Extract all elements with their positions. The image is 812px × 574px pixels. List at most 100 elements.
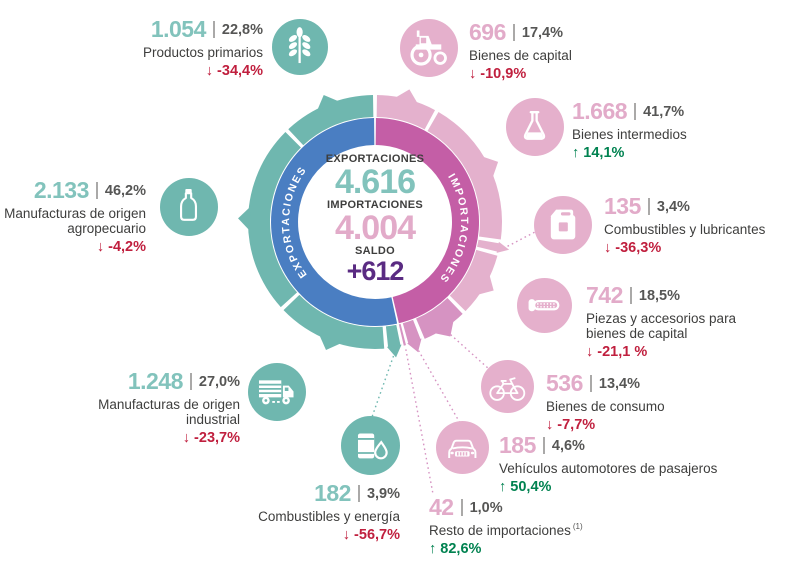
value-line: 135 3,4% [604,193,809,220]
delta-value: 82,6% [440,540,482,557]
category-delta: ↓ -10,9% [469,66,649,82]
category-share: 13,4% [598,375,640,392]
value-separator [189,373,192,391]
value-line: 182 3,9% [240,480,400,507]
value-line: 42 1,0% [429,494,659,521]
delta-value: -21,1 % [597,343,648,360]
category-share: 3,4% [656,198,690,215]
category-label-text: Resto de importaciones [429,522,571,538]
value-separator [542,437,545,455]
value-separator [95,182,98,200]
trend-up-icon: ↑ [499,478,507,495]
category-resto-importaciones: 42 1,0% Resto de importaciones (1) ↑ 82,6… [429,494,659,557]
trend-down-icon: ↓ [604,239,612,256]
delta-value: -4,2% [108,238,146,255]
category-value: 696 [469,19,506,45]
car-icon [436,421,489,474]
category-delta: ↓ -4,2% [0,239,146,255]
category-share: 27,0% [198,373,240,390]
category-delta: ↑ 50,4% [499,479,759,495]
category-share: 1,0% [469,499,503,516]
category-label: Manufacturas de origen agropecuario [4,205,146,236]
trend-down-icon: ↓ [342,526,351,543]
category-share: 41,7% [643,103,685,120]
value-separator [647,198,650,216]
screw-icon [517,278,572,333]
category-share: 3,9% [366,485,400,502]
category-bienes-de-capital: 696 17,4% Bienes de capital ↓ -10,9% [469,19,649,82]
category-share: 17,4% [521,24,563,41]
delta-value: 14,1% [583,144,625,161]
category-value: 1.668 [572,98,628,124]
category-label: Vehículos automotores de pasajeros [499,460,718,476]
footnote-marker: (1) [572,522,583,532]
category-share: 46,2% [104,182,146,199]
value-separator [629,287,632,305]
value-line: 1.248 27,0% [90,368,240,395]
trend-down-icon: ↓ [546,416,554,433]
value-separator [589,375,592,393]
delta-value: 50,4% [510,478,552,495]
delta-value: -7,7% [557,416,596,433]
value-separator [634,103,637,121]
value-line: 742 18,5% [586,282,756,309]
category-delta: ↓ -23,7% [90,430,240,446]
category-share: 4,6% [551,437,585,454]
category-value: 536 [546,370,583,396]
trend-down-icon: ↓ [469,65,477,82]
trend-down-icon: ↓ [96,238,105,255]
category-delta: ↓ -21,1 % [586,344,756,360]
value-separator [357,485,360,503]
imports-total-value: 4.004 [334,209,416,247]
bicycle-icon [481,360,534,413]
category-value: 742 [586,282,623,308]
category-delta: ↓ -56,7% [240,527,400,543]
category-value: 42 [429,494,454,520]
delta-value: -56,7% [354,526,400,543]
wheat-icon [272,19,328,75]
category-combustibles-energia: 182 3,9% Combustibles y energía ↓ -56,7% [240,480,400,543]
category-manufacturas-industrial: 1.248 27,0% Manufacturas de origen indus… [90,368,240,446]
imports-total-label: IMPORTACIONES [327,199,423,211]
exports-total-label: EXPORTACIONES [325,153,425,165]
category-delta: ↑ 14,1% [572,145,782,161]
trend-down-icon: ↓ [586,343,594,360]
trend-down-icon: ↓ [205,62,214,79]
category-delta: ↑ 82,6% [429,541,659,557]
value-line: 696 17,4% [469,19,649,46]
jerrycan-icon [534,196,592,254]
category-label: Productos primarios [142,44,263,60]
delta-value: -36,3% [615,239,662,256]
delta-value: -23,7% [194,429,240,446]
value-line: 2.133 46,2% [0,177,146,204]
value-line: 536 13,4% [546,370,726,397]
category-manufacturas-agropecuario: 2.133 46,2% Manufacturas de origen agrop… [0,177,146,255]
tractor-icon [400,19,458,77]
saldo-label: SALDO [355,245,395,257]
category-share: 18,5% [638,287,680,304]
category-label: Bienes intermedios [572,126,687,142]
value-separator [512,24,515,42]
category-delta: ↓ -36,3% [604,240,809,256]
trend-up-icon: ↑ [572,144,580,161]
category-value: 1.054 [150,16,207,42]
bottle-icon [160,178,218,236]
delta-value: -34,4% [217,62,263,79]
saldo-value: +612 [346,256,405,286]
delta-value: -10,9% [480,65,527,82]
value-line: 1.668 41,7% [572,98,782,125]
value-separator [212,21,215,39]
category-bienes-intermedios: 1.668 41,7% Bienes intermedios ↑ 14,1% [572,98,782,161]
trend-down-icon: ↓ [182,429,191,446]
value-line: 1.054 22,8% [111,16,263,43]
category-label: Bienes de consumo [546,398,665,414]
category-piezas-accesorios: 742 18,5% Piezas y accesorios para biene… [586,282,756,360]
value-separator [460,499,463,517]
category-label: Combustibles y lubricantes [604,221,766,237]
category-value: 185 [499,432,536,458]
oil-barrel-icon [341,416,400,475]
exports-total-value: 4.616 [334,163,416,201]
value-line: 185 4,6% [499,432,759,459]
